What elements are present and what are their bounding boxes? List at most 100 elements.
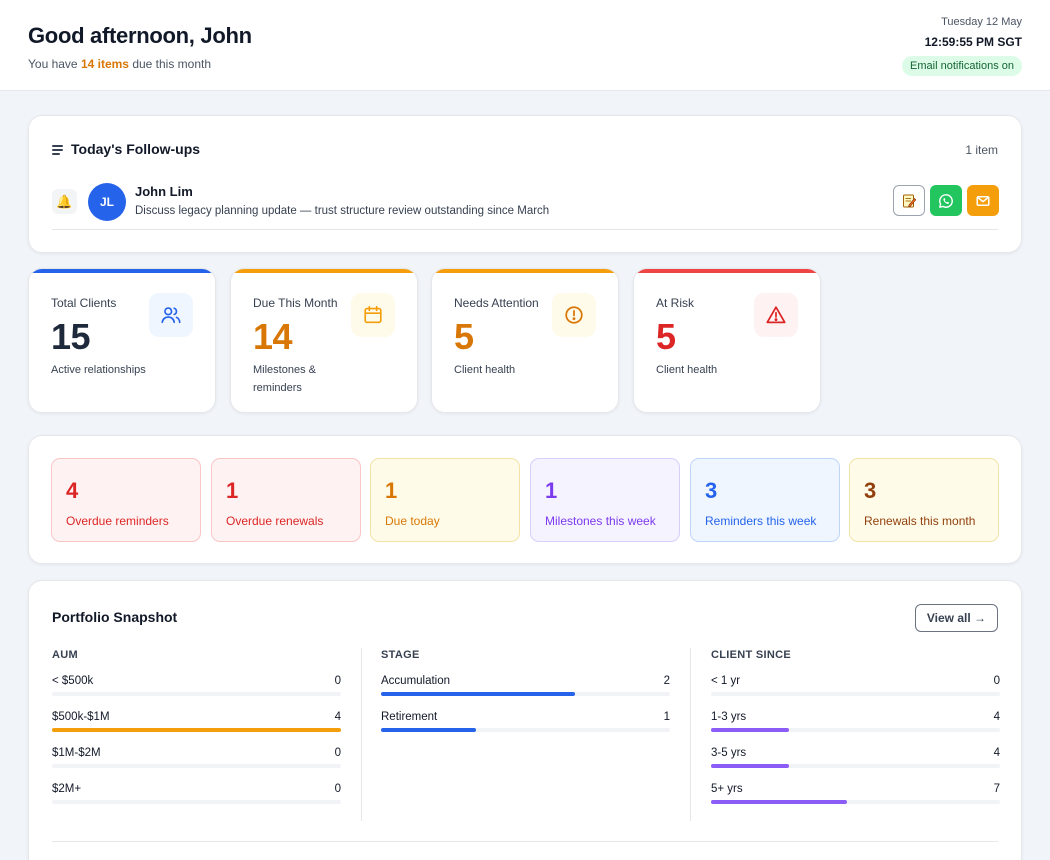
tile-label: Milestones this week bbox=[545, 514, 656, 528]
row-label: $1M-$2M bbox=[52, 747, 101, 759]
row-label: Retirement bbox=[381, 711, 438, 723]
reminders-summary-card: 4 Overdue reminders 1 Overdue renewals 1… bbox=[28, 435, 1022, 564]
items-due-count: 14 items bbox=[80, 57, 129, 71]
breakdown-row[interactable]: Accumulation 2 bbox=[381, 661, 670, 697]
view-all-button[interactable]: View all → bbox=[914, 604, 998, 632]
bar-track bbox=[52, 800, 341, 804]
aum-column: AUM < $500k 0 $500k-$1M 4 $1M-$2M 0 $2M+… bbox=[52, 649, 341, 805]
alert-circle-icon bbox=[552, 293, 596, 337]
row-label: $2M+ bbox=[52, 783, 82, 795]
tile-reminders-this-week[interactable]: 3 Reminders this week bbox=[690, 458, 840, 542]
row-label: 1-3 yrs bbox=[711, 711, 747, 723]
tile-label: Renewals this month bbox=[864, 514, 976, 528]
tile-milestones-this-week[interactable]: 1 Milestones this week bbox=[530, 458, 680, 542]
row-count: 4 bbox=[334, 711, 341, 723]
breakdown-row[interactable]: 5+ yrs 7 bbox=[711, 769, 1000, 805]
greeting-title: Good afternoon, John bbox=[28, 23, 252, 48]
bar-fill bbox=[711, 728, 790, 732]
breakdown-row[interactable]: Retirement 1 bbox=[381, 697, 670, 733]
row-label: $500k-$1M bbox=[52, 711, 110, 723]
breakdown-row[interactable]: < 1 yr 0 bbox=[711, 661, 1000, 697]
note-button[interactable] bbox=[893, 185, 925, 216]
row-count: 2 bbox=[663, 675, 670, 687]
row-count: 0 bbox=[334, 783, 341, 795]
bar-fill bbox=[381, 728, 477, 732]
tile-count: 1 bbox=[385, 478, 398, 503]
tile-count: 1 bbox=[226, 478, 239, 503]
portfolio-snapshot-card: Portfolio Snapshot View all → AUM < $500… bbox=[28, 580, 1022, 860]
breakdown-row[interactable]: 1-3 yrs 4 bbox=[711, 697, 1000, 733]
calendar-icon bbox=[351, 293, 395, 337]
column-divider bbox=[361, 648, 362, 821]
followups-title: Today's Follow-ups bbox=[71, 141, 201, 157]
tile-due-today[interactable]: 1 Due today bbox=[370, 458, 520, 542]
followup-client-name[interactable]: John Lim bbox=[135, 184, 193, 199]
tile-label: Due today bbox=[385, 514, 440, 528]
bar-track bbox=[381, 692, 670, 696]
column-heading: AUM bbox=[52, 649, 78, 661]
bar-track bbox=[381, 728, 670, 732]
tile-renewals-this-month[interactable]: 3 Renewals this month bbox=[849, 458, 999, 542]
stat-accent-bar bbox=[29, 269, 215, 273]
stat-subtitle: Client health bbox=[454, 364, 516, 376]
followups-header: Today's Follow-ups bbox=[52, 141, 200, 157]
mail-icon bbox=[976, 195, 990, 206]
stat-card-total-clients[interactable]: Total Clients 15 Active relationships bbox=[28, 268, 216, 413]
client-since-column: CLIENT SINCE < 1 yr 0 1-3 yrs 4 3-5 yrs … bbox=[711, 649, 1000, 805]
breakdown-row[interactable]: 3-5 yrs 4 bbox=[711, 733, 1000, 769]
followup-note: Discuss legacy planning update — trust s… bbox=[135, 205, 550, 217]
stat-card-at-risk[interactable]: At Risk 5 Client health bbox=[633, 268, 821, 413]
row-count: 7 bbox=[993, 783, 1000, 795]
stat-label: Total Clients bbox=[51, 296, 117, 310]
bar-track bbox=[52, 728, 341, 732]
bar-fill bbox=[52, 728, 341, 732]
followups-count: 1 item bbox=[965, 143, 998, 157]
stat-accent-bar bbox=[231, 269, 417, 273]
email-notifications-badge[interactable]: Email notifications on bbox=[902, 56, 1022, 76]
row-count: 0 bbox=[334, 747, 341, 759]
whatsapp-icon bbox=[939, 193, 953, 208]
bar-track bbox=[711, 692, 1000, 696]
stat-card-due-this-month[interactable]: Due This Month 14 Milestones & reminders bbox=[230, 268, 418, 413]
stat-card-needs-attention[interactable]: Needs Attention 5 Client health bbox=[431, 268, 619, 413]
divider bbox=[52, 841, 998, 842]
row-count: 0 bbox=[334, 675, 341, 687]
stage-column: STAGE Accumulation 2 Retirement 1 bbox=[381, 649, 670, 733]
whatsapp-button[interactable] bbox=[930, 185, 962, 216]
tile-overdue-renewals[interactable]: 1 Overdue renewals bbox=[211, 458, 361, 542]
items-due-suffix: due this month bbox=[128, 57, 212, 71]
stat-value: 5 bbox=[454, 316, 474, 357]
breakdown-row[interactable]: < $500k 0 bbox=[52, 661, 341, 697]
tile-overdue-reminders[interactable]: 4 Overdue reminders bbox=[51, 458, 201, 542]
row-label: Accumulation bbox=[381, 675, 451, 687]
items-due-prefix: You have bbox=[28, 57, 81, 71]
avatar[interactable]: JL bbox=[88, 183, 126, 221]
row-count: 4 bbox=[993, 711, 1000, 723]
stat-value: 15 bbox=[51, 316, 91, 357]
note-icon bbox=[903, 194, 917, 207]
warning-triangle-icon bbox=[754, 293, 798, 337]
items-due-summary: You have 14 items due this month bbox=[28, 57, 211, 71]
stat-value: 5 bbox=[656, 316, 676, 357]
bell-icon: 🔔 bbox=[52, 189, 77, 214]
followup-actions bbox=[893, 185, 999, 216]
bar-fill bbox=[711, 800, 847, 804]
current-date: Tuesday 12 May bbox=[941, 16, 1022, 28]
stat-accent-bar bbox=[432, 269, 618, 273]
column-heading: STAGE bbox=[381, 649, 420, 661]
divider bbox=[52, 229, 998, 230]
tile-count: 3 bbox=[705, 478, 718, 503]
stat-subtitle: Active relationships bbox=[51, 364, 146, 376]
bar-track bbox=[52, 692, 341, 696]
breakdown-row[interactable]: $500k-$1M 4 bbox=[52, 697, 341, 733]
bar-track bbox=[52, 764, 341, 768]
email-button[interactable] bbox=[967, 185, 999, 216]
row-label: < $500k bbox=[52, 675, 94, 687]
tile-count: 1 bbox=[545, 478, 558, 503]
stat-label: Needs Attention bbox=[454, 296, 539, 310]
row-count: 4 bbox=[993, 747, 1000, 759]
breakdown-row[interactable]: $1M-$2M 0 bbox=[52, 733, 341, 769]
breakdown-row[interactable]: $2M+ 0 bbox=[52, 769, 341, 805]
bar-fill bbox=[381, 692, 575, 696]
bar-track bbox=[711, 764, 1000, 768]
